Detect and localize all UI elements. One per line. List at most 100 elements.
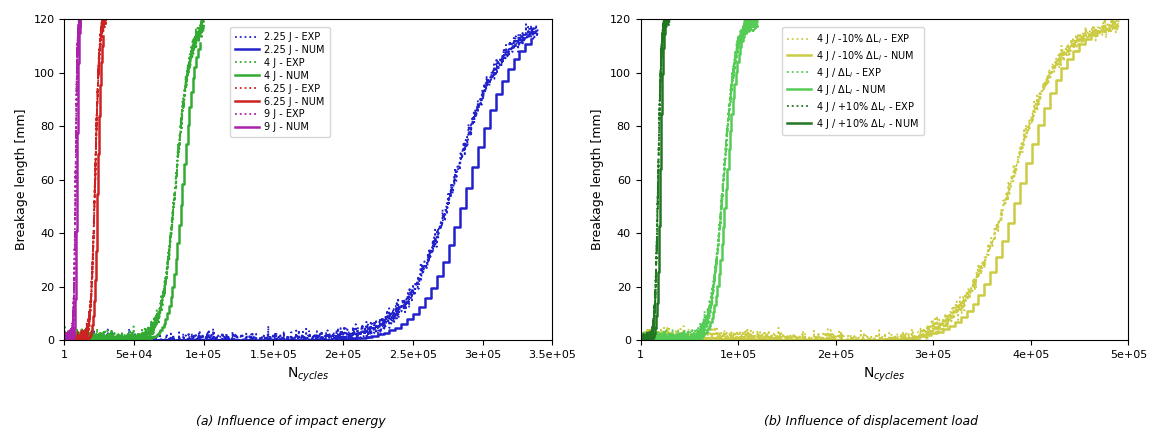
4 J / -10% ΔL$_i$ - NUM xyxy=(763,338,777,343)
4 J / -10% ΔL$_i$ - NUM xyxy=(977,293,991,298)
2.25 J - EXP xyxy=(288,338,302,343)
9 J - EXP xyxy=(73,25,87,30)
4 J - NUM xyxy=(172,240,186,245)
6.25 J - NUM xyxy=(83,334,96,339)
Line: 4 J / +10% ΔL$_i$ - EXP: 4 J / +10% ΔL$_i$ - EXP xyxy=(640,19,669,340)
4 J / ΔL$_i$ - EXP xyxy=(738,16,752,21)
4 J / ΔL$_i$ - EXP xyxy=(751,27,765,33)
4 J / -10% ΔL$_i$ - EXP xyxy=(1112,17,1126,22)
4 J / -10% ΔL$_i$ - EXP xyxy=(854,335,868,340)
6.25 J - EXP xyxy=(99,16,113,21)
9 J - EXP xyxy=(65,338,79,343)
4 J / ΔL$_i$ - NUM xyxy=(746,20,760,25)
Line: 2.25 J - EXP: 2.25 J - EXP xyxy=(64,24,538,340)
2.25 J - EXP xyxy=(518,34,532,39)
Line: 9 J - EXP: 9 J - EXP xyxy=(64,19,81,340)
2.25 J - NUM xyxy=(187,338,201,343)
2.25 J - EXP xyxy=(275,337,289,342)
4 J / ΔL$_i$ - EXP xyxy=(747,16,761,21)
4 J - EXP xyxy=(57,338,71,343)
4 J / ΔL$_i$ - NUM xyxy=(716,242,730,247)
4 J / ΔL$_i$ - EXP xyxy=(633,338,647,343)
4 J / +10% ΔL$_i$ - EXP xyxy=(633,338,647,343)
4 J / ΔL$_i$ - EXP xyxy=(639,338,653,343)
2.25 J - EXP xyxy=(58,338,72,343)
4 J / +10% ΔL$_i$ - NUM xyxy=(643,338,657,343)
9 J - EXP xyxy=(73,16,87,21)
4 J / -10% ΔL$_i$ - EXP xyxy=(633,336,647,341)
4 J / +10% ΔL$_i$ - NUM xyxy=(661,18,675,23)
9 J - NUM xyxy=(69,297,83,302)
4 J - NUM xyxy=(145,335,159,341)
9 J - EXP xyxy=(65,337,79,342)
4 J / -10% ΔL$_i$ - EXP xyxy=(638,338,652,343)
Line: 4 J / +10% ΔL$_i$ - NUM: 4 J / +10% ΔL$_i$ - NUM xyxy=(640,20,668,340)
4 J / -10% ΔL$_i$ - NUM xyxy=(824,338,838,343)
4 J / -10% ΔL$_i$ - NUM xyxy=(633,338,647,343)
4 J - NUM xyxy=(102,338,116,343)
4 J - NUM xyxy=(157,325,171,330)
4 J / +10% ΔL$_i$ - NUM xyxy=(657,45,670,51)
4 J / +10% ΔL$_i$ - EXP xyxy=(662,16,676,21)
Line: 6.25 J - NUM: 6.25 J - NUM xyxy=(64,36,103,340)
X-axis label: N$_{cycles}$: N$_{cycles}$ xyxy=(287,366,330,384)
6.25 J - NUM xyxy=(96,33,110,39)
9 J - EXP xyxy=(71,48,85,54)
Line: 4 J - NUM: 4 J - NUM xyxy=(64,43,200,340)
Line: 4 J / ΔL$_i$ - NUM: 4 J / ΔL$_i$ - NUM xyxy=(640,22,753,340)
4 J / -10% ΔL$_i$ - NUM xyxy=(1102,24,1116,29)
4 J / +10% ΔL$_i$ - NUM xyxy=(654,166,668,171)
4 J - EXP xyxy=(57,329,71,335)
Y-axis label: Breakage length [mm]: Breakage length [mm] xyxy=(591,109,604,251)
2.25 J - EXP xyxy=(517,36,531,41)
6.25 J - NUM xyxy=(57,338,71,343)
2.25 J - NUM xyxy=(524,36,538,42)
4 J / +10% ΔL$_i$ - EXP xyxy=(662,16,676,21)
6.25 J - EXP xyxy=(98,16,112,21)
4 J / +10% ΔL$_i$ - NUM xyxy=(633,338,647,343)
4 J / ΔL$_i$ - EXP xyxy=(690,335,704,340)
4 J - NUM xyxy=(95,338,109,343)
6.25 J - EXP xyxy=(57,338,71,343)
4 J - EXP xyxy=(122,338,136,343)
2.25 J - EXP xyxy=(57,337,71,342)
6.25 J - NUM xyxy=(86,318,100,323)
6.25 J - NUM xyxy=(70,338,84,343)
2.25 J - EXP xyxy=(531,26,545,31)
Line: 6.25 J - EXP: 6.25 J - EXP xyxy=(64,19,106,340)
Line: 4 J / -10% ΔL$_i$ - EXP: 4 J / -10% ΔL$_i$ - EXP xyxy=(640,19,1119,340)
4 J - EXP xyxy=(65,333,79,338)
4 J / +10% ΔL$_i$ - EXP xyxy=(636,338,650,343)
9 J - NUM xyxy=(57,338,71,343)
9 J - NUM xyxy=(67,330,81,335)
4 J / -10% ΔL$_i$ - EXP xyxy=(1098,30,1112,36)
Line: 4 J / -10% ΔL$_i$ - NUM: 4 J / -10% ΔL$_i$ - NUM xyxy=(640,27,1109,340)
9 J - NUM xyxy=(64,338,78,343)
6.25 J - NUM xyxy=(69,338,83,343)
4 J - EXP xyxy=(167,201,181,206)
4 J / -10% ΔL$_i$ - NUM xyxy=(935,329,949,334)
6.25 J - NUM xyxy=(91,212,105,217)
6.25 J - EXP xyxy=(98,16,112,21)
6.25 J - EXP xyxy=(78,334,92,339)
4 J - EXP xyxy=(194,16,208,21)
9 J - NUM xyxy=(73,25,87,30)
Text: (b) Influence of displacement load: (b) Influence of displacement load xyxy=(765,415,978,428)
6.25 J - EXP xyxy=(91,95,105,100)
4 J / ΔL$_i$ - EXP xyxy=(688,332,702,338)
9 J - EXP xyxy=(72,16,86,21)
4 J - EXP xyxy=(193,29,207,34)
9 J - EXP xyxy=(74,20,88,25)
4 J / -10% ΔL$_i$ - NUM xyxy=(1031,141,1045,146)
2.25 J - EXP xyxy=(81,335,95,340)
4 J / ΔL$_i$ - NUM xyxy=(706,315,720,320)
4 J / ΔL$_i$ - NUM xyxy=(670,338,684,343)
9 J - NUM xyxy=(63,338,77,343)
4 J / +10% ΔL$_i$ - EXP xyxy=(657,16,670,21)
4 J - EXP xyxy=(193,34,207,39)
4 J - NUM xyxy=(57,338,71,343)
Line: 4 J - EXP: 4 J - EXP xyxy=(64,19,203,340)
4 J / -10% ΔL$_i$ - EXP xyxy=(1010,161,1024,166)
Y-axis label: Breakage length [mm]: Breakage length [mm] xyxy=(15,109,28,251)
4 J - NUM xyxy=(193,40,207,45)
